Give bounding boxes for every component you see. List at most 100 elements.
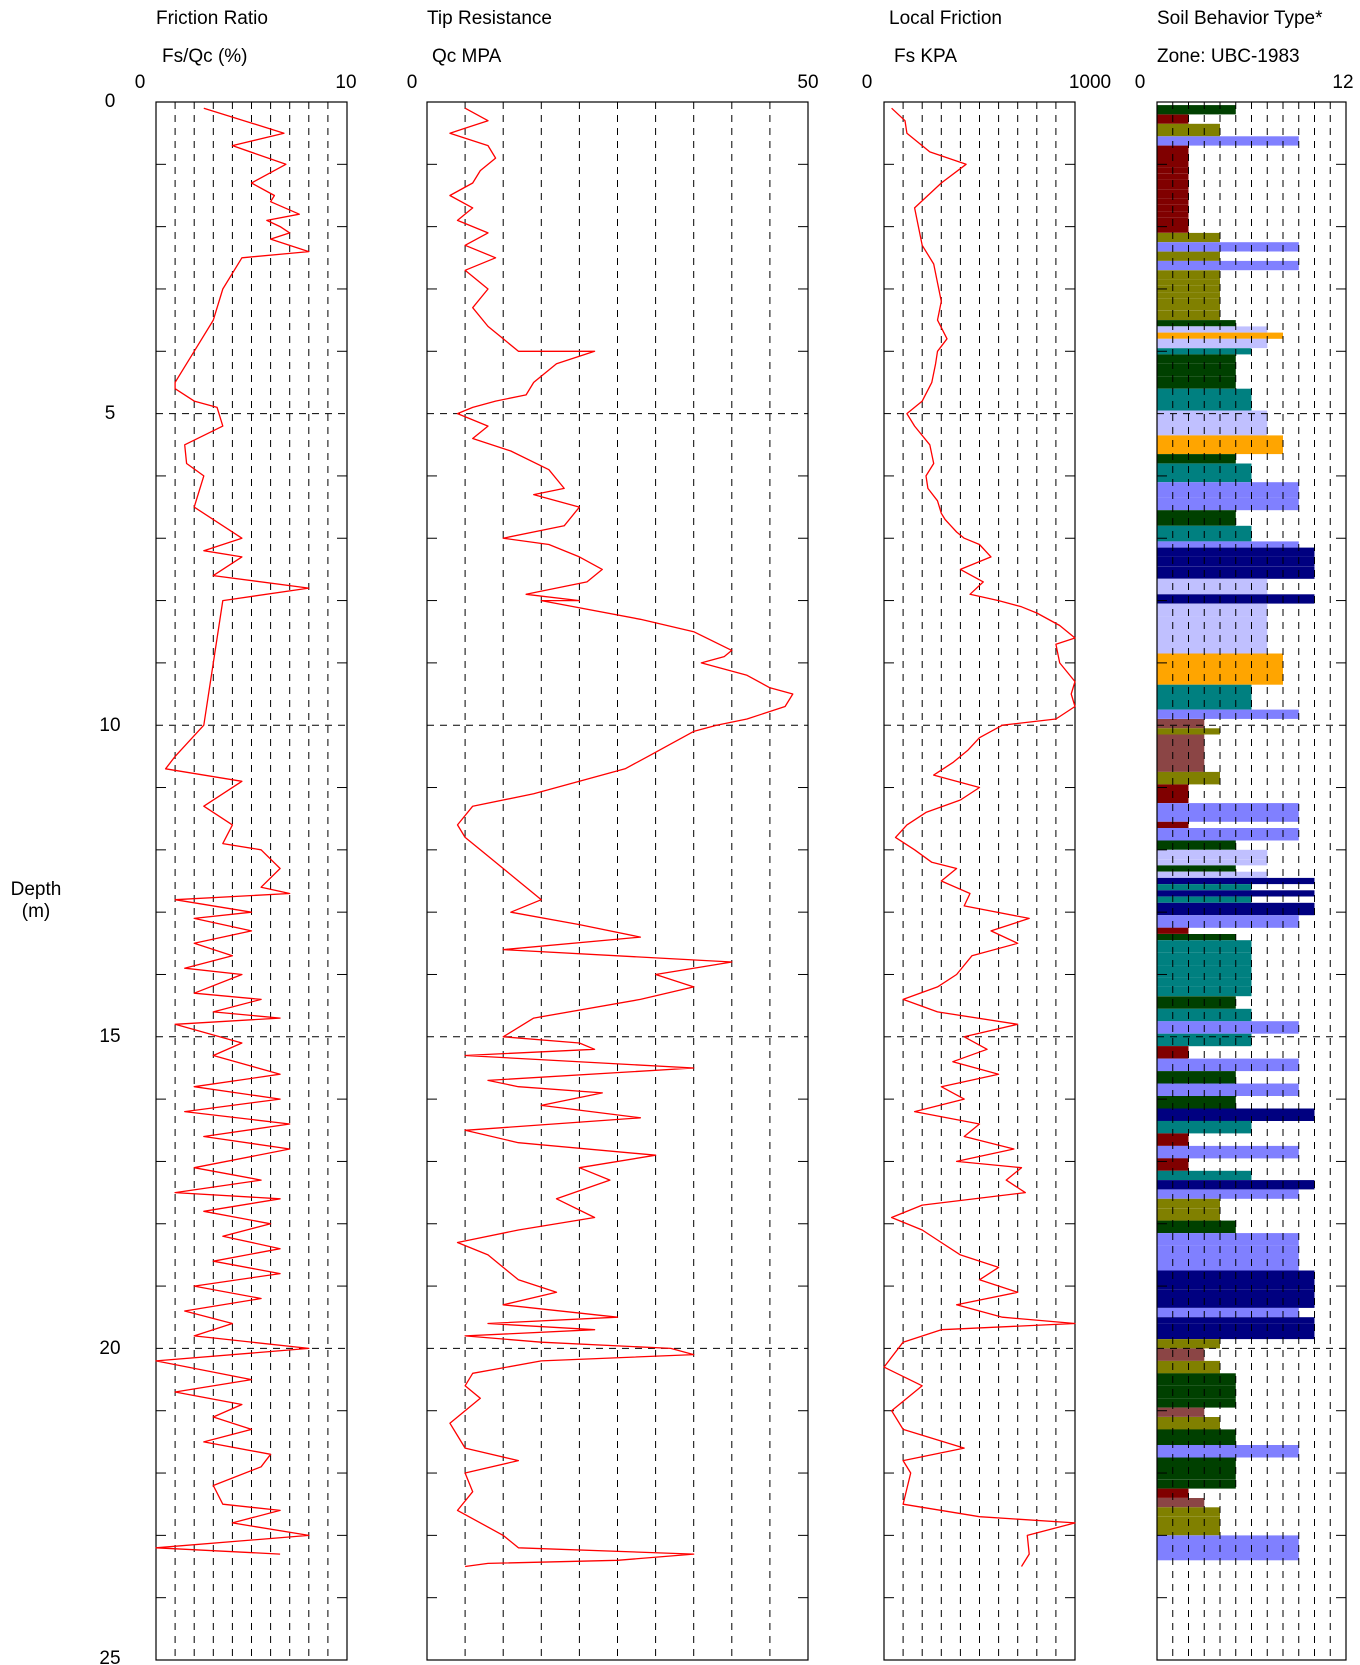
panel-axis-label: Qc MPA (432, 46, 502, 67)
sbt-zone-bar (1157, 1198, 1220, 1209)
sbt-zone-bar (1157, 840, 1236, 850)
sbt-zone-bar (1157, 482, 1299, 498)
sbt-zone-bar (1157, 1133, 1189, 1146)
depth-tick-label: 5 (105, 403, 116, 424)
sbt-zone-bar (1157, 354, 1236, 364)
sbt-zone-bar (1157, 1021, 1299, 1034)
depth-tick-label: 25 (99, 1648, 120, 1665)
sbt-zone-bar (1157, 1498, 1205, 1508)
sbt-zone-bar (1157, 1398, 1236, 1408)
data-trace (155, 107, 310, 1555)
sbt-zone-bar (1157, 1429, 1236, 1445)
sbt-zone-bar (1157, 211, 1189, 218)
depth-tick-label: 15 (99, 1026, 120, 1047)
sbt-zone-bar (1157, 734, 1205, 772)
sbt-zone-bar (1157, 1270, 1315, 1290)
sbt-zone-bar (1157, 332, 1283, 339)
sbt-zone-bar (1157, 1373, 1236, 1386)
sbt-zone-bar (1157, 1233, 1299, 1246)
sbt-zone-bar (1157, 1189, 1299, 1199)
x-tick-label: 12 (1332, 72, 1353, 93)
friction-ratio-panel: Friction Ratio Fs/Qc (%) 0 10 (135, 8, 357, 93)
panel-title: Soil Behavior Type* (1157, 8, 1323, 29)
sbt-zone-bar (1157, 1317, 1315, 1324)
panel-3-plot (883, 101, 1076, 1661)
panel-4-plot (1156, 101, 1347, 1661)
sbt-zone-bar (1157, 320, 1236, 327)
sbt-zone-bar (1157, 821, 1189, 828)
panel-title: Friction Ratio (156, 8, 268, 29)
sbt-zone-bar (1157, 1457, 1236, 1470)
sbt-zone-bar (1157, 223, 1189, 233)
x-tick-label: 0 (1135, 72, 1146, 93)
depth-tick-label: 10 (99, 715, 120, 736)
sbt-zone-bar (1157, 1323, 1315, 1340)
sbt-zone-bar (1157, 1170, 1252, 1181)
panel-1-plot (155, 101, 348, 1661)
sbt-zone-bar (1157, 616, 1268, 654)
sbt-zone-bar (1157, 376, 1236, 389)
plot-frame (883, 101, 1076, 1661)
sbt-zone-bar (1157, 859, 1268, 866)
sbt-zone-bar (1157, 1307, 1299, 1318)
depth-tick-label: 20 (99, 1338, 120, 1359)
sbt-zone-bar (1157, 1469, 1236, 1480)
local-friction-panel: Local Friction Fs KPA 0 1000 (862, 8, 1111, 93)
sbt-zone-bar (1157, 136, 1299, 146)
sbt-zone-bar (1157, 709, 1299, 719)
depth-tick-label: 0 (105, 91, 116, 112)
sbt-zone-bar (1157, 1535, 1299, 1561)
sbt-zone-bar (1157, 890, 1315, 897)
sbt-zone-bar (1157, 1385, 1236, 1399)
sbt-zone-bar (1157, 1120, 1252, 1134)
sbt-zone-bar (1157, 410, 1268, 436)
sbt-zone-bar (1157, 198, 1189, 205)
sbt-zone-bar (1157, 578, 1268, 595)
plot-frame (426, 101, 809, 1661)
sbt-zone-bar (1157, 927, 1189, 934)
sbt-zone-bar (1157, 849, 1268, 860)
x-tick-label: 1000 (1069, 72, 1111, 93)
sbt-zone-bar (1157, 105, 1236, 115)
sbt-zone-bar (1157, 279, 1220, 286)
sbt-zone-bar (1157, 454, 1236, 464)
sbt-zone-bar (1157, 1348, 1205, 1361)
sbt-zone-bar (1157, 965, 1252, 978)
sbt-zone-bar (1157, 996, 1236, 1009)
depth-axis-unit: (m) (22, 901, 50, 922)
sbt-zone-bar (1157, 338, 1268, 349)
sbt-zone-bar (1157, 934, 1236, 941)
sbt-zone-bar (1157, 363, 1236, 377)
x-tick-label: 0 (135, 72, 146, 93)
sbt-zone-bar (1157, 952, 1252, 966)
sbt-zone-bar (1157, 871, 1268, 878)
depth-axis: Depth (m) 0 5 10 15 20 25 (11, 91, 121, 1665)
sbt-zone-bar (1157, 915, 1299, 928)
sbt-zone-bar (1157, 719, 1205, 729)
sbt-zone-bar (1157, 1258, 1299, 1271)
panel-title: Tip Resistance (427, 8, 552, 29)
sbt-zone-bar (1157, 1145, 1299, 1159)
sbt-zone-bar (1157, 260, 1299, 271)
tip-resistance-panel: Tip Resistance Qc MPA 0 50 (407, 8, 819, 93)
sbt-zone-bar (1157, 1445, 1299, 1458)
sbt-zone-bar (1157, 547, 1315, 557)
sbt-zone-bar (1157, 1058, 1299, 1072)
sbt-zone-bar (1157, 1083, 1299, 1096)
sbt-zone-bar (1157, 803, 1299, 822)
data-trace (449, 107, 794, 1568)
sbt-zone-bar (1157, 865, 1236, 872)
sbt-zone-bar (1157, 292, 1220, 299)
depth-axis-label: Depth (11, 879, 62, 900)
sbt-zone-bar (1157, 510, 1236, 526)
sbt-zone-bar (1157, 902, 1315, 909)
sbt-zone-bar (1157, 1220, 1236, 1234)
panel-axis-label: Zone: UBC-1983 (1157, 46, 1300, 67)
data-trace (883, 107, 1076, 1567)
sbt-zone-bar (1157, 828, 1299, 841)
sbt-zone-bar (1157, 1407, 1205, 1417)
panel-axis-label: Fs KPA (894, 46, 957, 67)
sbt-zone-bar (1157, 1245, 1299, 1259)
sbt-zone-bar (1157, 1108, 1315, 1121)
